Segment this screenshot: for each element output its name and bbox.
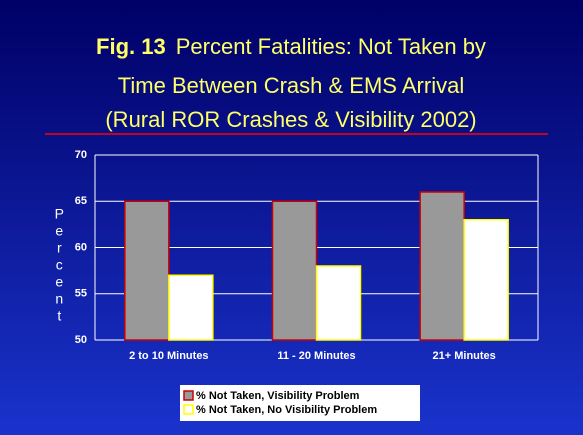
y-tick-label: 55 <box>75 288 87 300</box>
legend-swatch <box>183 404 194 415</box>
legend-label: % Not Taken, Visibility Problem <box>196 390 360 402</box>
legend-swatch <box>183 390 194 401</box>
figure-label: Fig. 13 <box>96 34 166 59</box>
y-tick-label: 65 <box>75 195 87 207</box>
y-tick-label: 50 <box>75 334 87 346</box>
title-line: (Rural ROR Crashes & Visibility 2002) <box>105 107 476 132</box>
bar <box>419 191 465 341</box>
legend-label: % Not Taken, No Visibility Problem <box>196 404 377 416</box>
title-line: Time Between Crash & EMS Arrival <box>118 73 464 98</box>
x-tick-label: 2 to 10 Minutes <box>129 350 208 362</box>
x-tick-label: 11 - 20 Minutes <box>277 350 355 362</box>
y-axis-label: Percent <box>51 206 67 325</box>
bar <box>124 200 170 341</box>
legend <box>180 385 420 421</box>
y-tick-label: 60 <box>75 241 87 253</box>
chart-title: Fig. 13 Percent Fatalities: Not Taken by <box>96 34 486 59</box>
bar <box>168 274 214 341</box>
bar <box>463 219 509 341</box>
x-tick-label: 21+ Minutes <box>433 350 496 362</box>
y-tick-label: 70 <box>75 149 87 161</box>
title-line: Percent Fatalities: Not Taken by <box>176 34 486 59</box>
bar <box>271 200 318 341</box>
bar <box>315 265 362 341</box>
